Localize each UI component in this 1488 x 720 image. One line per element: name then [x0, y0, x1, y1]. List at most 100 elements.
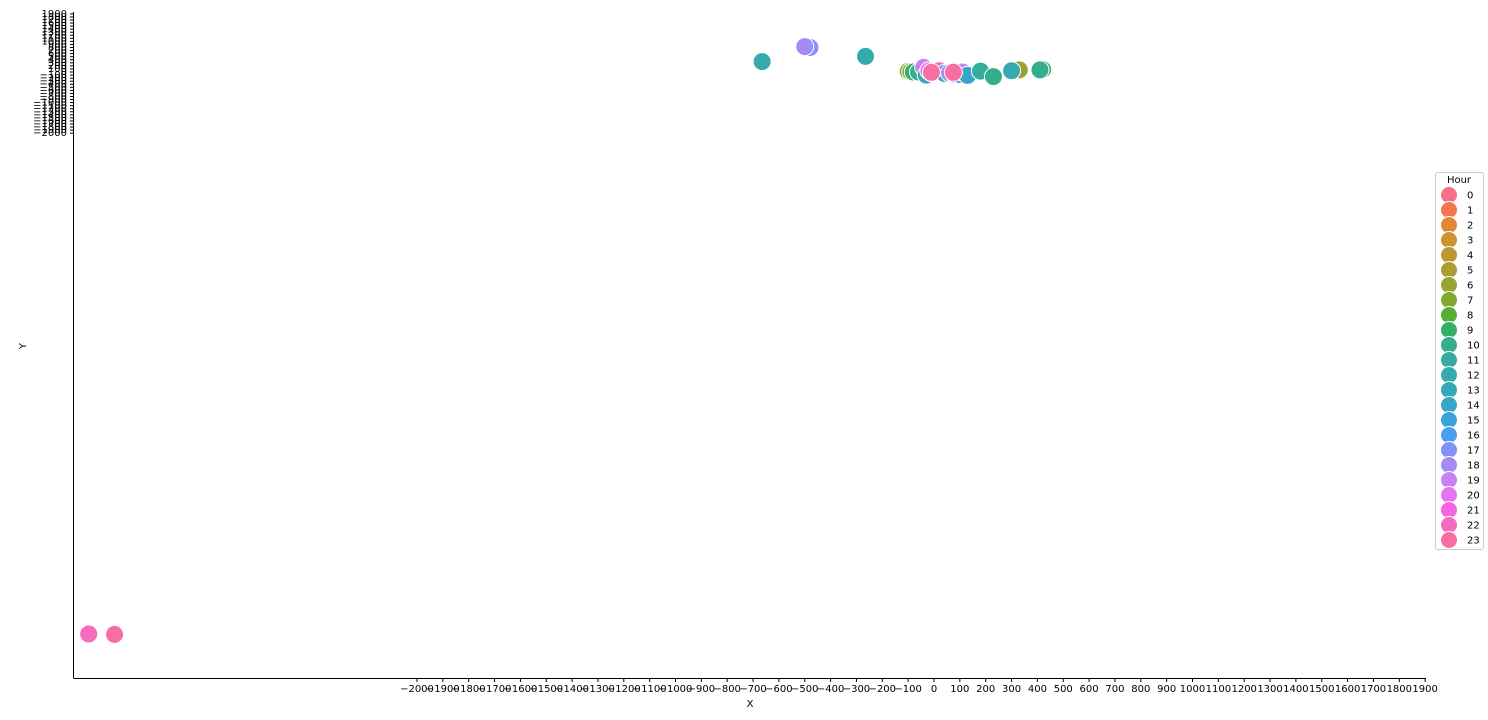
- legend-marker: [1440, 396, 1458, 414]
- legend-label: 0: [1467, 191, 1473, 202]
- x-tick-label: 0: [931, 684, 937, 695]
- legend-marker: [1440, 531, 1458, 549]
- legend-marker: [1440, 276, 1458, 294]
- y-tick-label: −1000: [33, 98, 67, 109]
- y-tick-label: −1200: [33, 104, 67, 115]
- legend-label: 3: [1467, 236, 1473, 247]
- legend-marker: [1440, 516, 1458, 534]
- legend-label: 12: [1467, 371, 1480, 382]
- y-tick-label: 900: [48, 39, 67, 50]
- y-tick-label: 800: [48, 43, 67, 54]
- x-tick-label: 1200: [1231, 684, 1256, 695]
- x-tick-label: 1800: [1387, 684, 1412, 695]
- legend-label: 6: [1467, 281, 1473, 292]
- legend-label: 15: [1467, 416, 1480, 427]
- legend-label: 7: [1467, 296, 1473, 307]
- scatter-point-hour-12: [1002, 61, 1022, 81]
- y-tick-label: −300: [40, 76, 67, 87]
- y-tick-label: 1800: [42, 12, 67, 23]
- legend-title: Hour: [1447, 175, 1472, 186]
- scatter-point-hour-23: [105, 624, 125, 644]
- legend-label: 23: [1467, 536, 1480, 547]
- legend-marker: [1440, 261, 1458, 279]
- x-tick-label: −1100: [633, 684, 667, 695]
- legend-label: 9: [1467, 326, 1473, 337]
- legend-marker: [1440, 411, 1458, 429]
- x-tick-label: −1700: [478, 684, 512, 695]
- y-tick-label: 500: [48, 52, 67, 63]
- y-tick-label: 1600: [42, 18, 67, 29]
- legend-label: 22: [1467, 521, 1480, 532]
- legend-marker: [1440, 366, 1458, 384]
- y-tick-label: 300: [48, 58, 67, 69]
- legend-marker: [1440, 471, 1458, 489]
- y-tick-label: 1400: [42, 24, 67, 35]
- scatter-point-hour-10: [1030, 60, 1050, 80]
- y-tick-label: −1100: [33, 101, 67, 112]
- y-tick-label: −900: [40, 95, 67, 106]
- x-tick-label: −1900: [426, 684, 460, 695]
- x-tick-label: −600: [765, 684, 792, 695]
- legend-label: 13: [1467, 386, 1480, 397]
- x-tick-label: 900: [1157, 684, 1176, 695]
- y-ticks: −2000−1900−1800−1700−1600−1500−1400−1300…: [33, 9, 74, 139]
- x-tick-label: 1000: [1180, 684, 1205, 695]
- x-tick-label: 1100: [1206, 684, 1231, 695]
- x-axis-label: X: [747, 699, 754, 710]
- legend-label: 16: [1467, 431, 1480, 442]
- y-tick-label: −1900: [33, 125, 67, 136]
- x-tick-label: −400: [817, 684, 844, 695]
- legend-label: 2: [1467, 221, 1473, 232]
- y-tick-label: 1700: [42, 15, 67, 26]
- y-tick-label: 1000: [42, 36, 67, 47]
- y-tick-label: 1200: [42, 30, 67, 41]
- legend-marker: [1440, 321, 1458, 339]
- legend-label: 17: [1467, 446, 1480, 457]
- x-tick-label: −900: [688, 684, 715, 695]
- x-tick-label: 700: [1105, 684, 1124, 695]
- y-tick-label: 1300: [42, 27, 67, 38]
- x-tick-label: −1200: [607, 684, 641, 695]
- x-tick-label: 400: [1028, 684, 1047, 695]
- x-tick-label: −2000: [400, 684, 434, 695]
- y-tick-label: 100: [48, 64, 67, 75]
- data-points: [79, 37, 1053, 644]
- x-tick-label: 500: [1054, 684, 1073, 695]
- legend-label: 19: [1467, 476, 1480, 487]
- y-tick-label: 1100: [42, 33, 67, 44]
- legend-marker: [1440, 246, 1458, 264]
- legend-marker: [1440, 381, 1458, 399]
- legend-label: 21: [1467, 506, 1480, 517]
- legend-marker: [1440, 201, 1458, 219]
- y-tick-label: −100: [40, 70, 67, 81]
- legend-marker: [1440, 231, 1458, 249]
- y-tick-label: −800: [40, 91, 67, 102]
- x-tick-label: 1400: [1283, 684, 1308, 695]
- y-tick-label: −600: [40, 85, 67, 96]
- scatter-point-hour-23: [921, 62, 941, 82]
- x-tick-label: −1800: [452, 684, 486, 695]
- legend-marker: [1440, 291, 1458, 309]
- y-tick-label: 1900: [42, 9, 67, 20]
- legend-label: 8: [1467, 311, 1473, 322]
- scatter-point-hour-12: [855, 46, 875, 66]
- x-tick-label: −1000: [659, 684, 693, 695]
- x-tick-label: 1600: [1335, 684, 1360, 695]
- y-tick-label: 400: [48, 55, 67, 66]
- x-tick-label: −1300: [581, 684, 615, 695]
- y-axis-label: Y: [18, 342, 29, 350]
- x-tick-label: 1300: [1257, 684, 1282, 695]
- y-tick-label: 200: [48, 61, 67, 72]
- y-tick-label: −500: [40, 82, 67, 93]
- scatter-point-hour-10: [983, 67, 1003, 87]
- x-tick-label: −1400: [555, 684, 589, 695]
- legend-label: 20: [1467, 491, 1480, 502]
- legend-marker: [1440, 441, 1458, 459]
- scatter-point-hour-18: [795, 37, 815, 57]
- y-tick-label: 0: [61, 67, 67, 78]
- legend-label: 10: [1467, 341, 1480, 352]
- legend-label: 11: [1467, 356, 1480, 367]
- y-tick-label: −400: [40, 79, 67, 90]
